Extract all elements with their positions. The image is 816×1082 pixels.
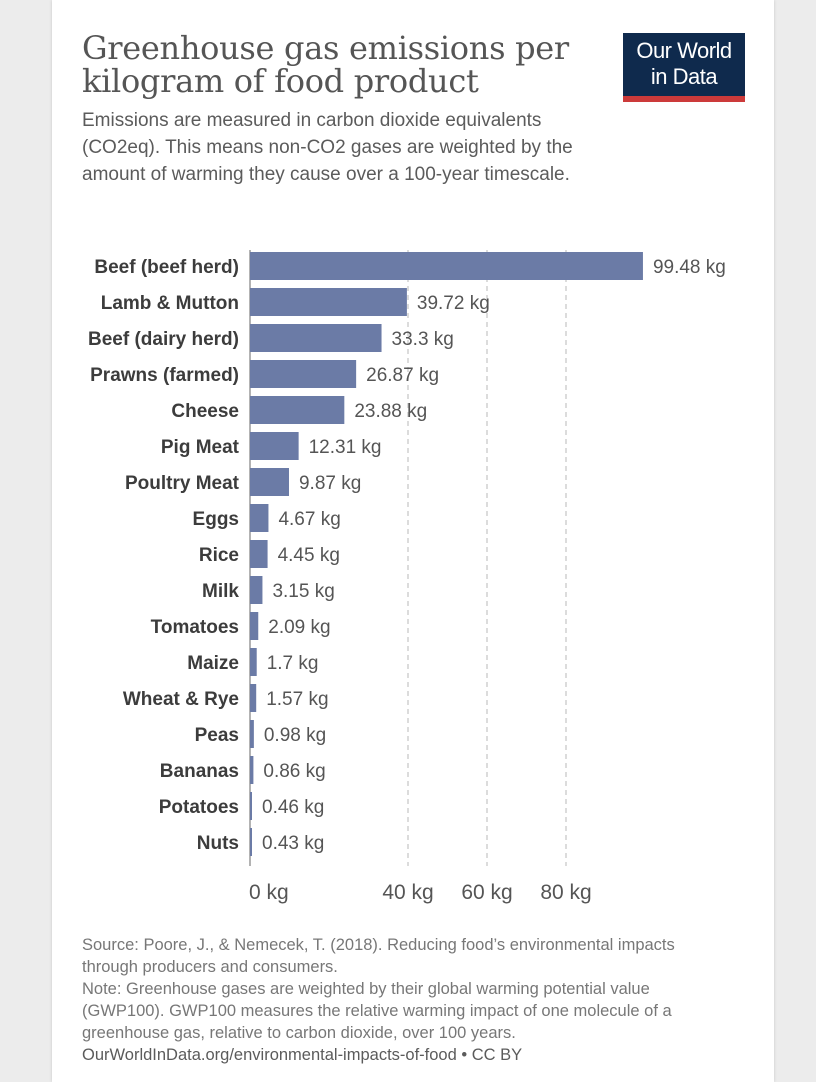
bar[interactable]	[250, 468, 289, 496]
value-label: 23.88 kg	[354, 401, 427, 422]
category-label: Poultry Meat	[125, 473, 240, 494]
bar[interactable]	[250, 576, 263, 604]
value-label: 4.45 kg	[278, 545, 340, 566]
logo-line-2: in Data	[650, 64, 718, 89]
value-label: 1.7 kg	[267, 653, 319, 674]
value-label: 2.09 kg	[268, 617, 330, 638]
value-label: 0.46 kg	[262, 797, 324, 818]
owid-logo[interactable]: Our World in Data	[623, 33, 745, 102]
methodology-note: Note: Greenhouse gases are weighted by t…	[82, 980, 672, 1042]
category-label: Bananas	[160, 761, 239, 782]
category-label: Lamb & Mutton	[101, 293, 239, 314]
category-label: Beef (dairy herd)	[88, 329, 239, 350]
chart-card	[52, 0, 774, 1082]
bar[interactable]	[250, 756, 254, 784]
bar[interactable]	[250, 360, 357, 388]
category-label: Peas	[195, 725, 239, 746]
title-line-2: kilogram of food product	[82, 62, 479, 100]
bar[interactable]	[250, 252, 643, 280]
x-tick-label: 60 kg	[461, 881, 512, 904]
x-tick-label: 40 kg	[382, 881, 433, 904]
title-line-1: Greenhouse gas emissions per	[82, 29, 569, 67]
bar-chart: Beef (beef herd) 99.48 kg Lamb & Mutton 39.…	[88, 250, 726, 904]
value-label: 12.31 kg	[309, 437, 382, 458]
category-label: Eggs	[193, 509, 239, 530]
category-label: Rice	[199, 545, 239, 566]
source-link[interactable]: OurWorldInData.org/environmental-impacts…	[82, 1046, 523, 1064]
source-note: Source: Poore, J., & Nemecek, T. (2018).…	[82, 936, 675, 976]
category-label: Prawns (farmed)	[90, 365, 239, 386]
x-tick-label: 80 kg	[540, 881, 591, 904]
value-label: 3.15 kg	[272, 581, 334, 602]
bar[interactable]	[250, 540, 268, 568]
chart-footer: Source: Poore, J., & Nemecek, T. (2018).…	[82, 934, 722, 1066]
value-label: 9.87 kg	[299, 473, 361, 494]
value-label: 33.3 kg	[392, 329, 454, 350]
bar[interactable]	[250, 324, 382, 352]
category-label: Cheese	[171, 401, 239, 422]
bar[interactable]	[250, 432, 299, 460]
category-label: Milk	[202, 581, 239, 602]
bar[interactable]	[250, 612, 259, 640]
value-label: 4.67 kg	[278, 509, 340, 530]
labels: Beef (beef herd) 99.48 kg Lamb & Mutton 39.…	[88, 257, 726, 854]
bar[interactable]	[250, 288, 407, 316]
chart-subtitle: Emissions are measured in carbon dioxide…	[82, 110, 573, 185]
category-label: Pig Meat	[161, 437, 240, 458]
x-tick-label: 0 kg	[249, 881, 289, 904]
value-label: 99.48 kg	[653, 257, 726, 278]
value-label: 39.72 kg	[417, 293, 490, 314]
logo-line-1: Our World	[636, 38, 732, 63]
bar[interactable]	[250, 396, 345, 424]
bar[interactable]	[250, 504, 269, 532]
category-label: Potatoes	[159, 797, 239, 818]
bars	[250, 252, 643, 856]
bar[interactable]	[250, 684, 257, 712]
category-label: Beef (beef herd)	[94, 257, 239, 278]
bar[interactable]	[250, 648, 257, 676]
category-label: Tomatoes	[151, 617, 239, 638]
value-label: 26.87 kg	[366, 365, 439, 386]
value-label: 0.86 kg	[263, 761, 325, 782]
category-label: Nuts	[197, 833, 239, 854]
category-label: Wheat & Rye	[123, 689, 239, 710]
bar[interactable]	[250, 720, 254, 748]
category-label: Maize	[187, 653, 239, 674]
x-axis-ticks: 0 kg 40 kg 60 kg 80 kg	[249, 881, 592, 904]
value-label: 1.57 kg	[266, 689, 328, 710]
chart-title: Greenhouse gas emissions per kilogram of…	[82, 32, 582, 98]
bar[interactable]	[250, 792, 252, 820]
value-label: 0.98 kg	[264, 725, 326, 746]
bar[interactable]	[250, 828, 252, 856]
value-label: 0.43 kg	[262, 833, 324, 854]
